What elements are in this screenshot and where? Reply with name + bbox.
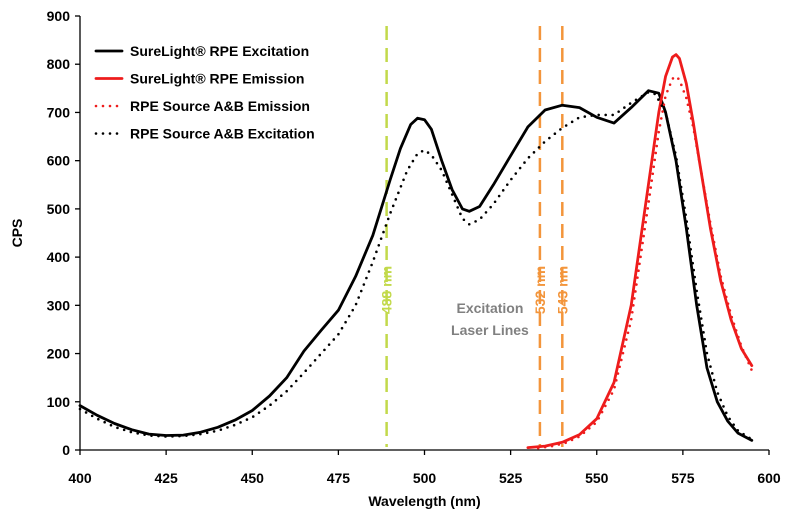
series-line-2 xyxy=(536,75,754,450)
laser-line-label: 488 nm xyxy=(379,266,395,314)
legend-label: SureLight® RPE Emission xyxy=(130,71,304,87)
y-tick-label: 300 xyxy=(47,297,71,313)
y-tick-label: 700 xyxy=(47,104,71,120)
laser-line-label: 532 nm xyxy=(532,266,548,314)
x-tick-label: 525 xyxy=(499,470,523,486)
x-tick-label: 550 xyxy=(585,470,609,486)
legend-label: RPE Source A&B Emission xyxy=(130,98,310,114)
x-tick-label: 500 xyxy=(413,470,437,486)
y-tick-label: 800 xyxy=(47,56,71,72)
y-tick-label: 900 xyxy=(47,8,71,24)
y-tick-label: 0 xyxy=(62,442,70,458)
laser-line-label: 543 nm xyxy=(554,266,570,314)
y-tick-label: 600 xyxy=(47,153,71,169)
x-axis-title: Wavelength (nm) xyxy=(368,493,480,509)
y-axis-title: CPS xyxy=(9,219,25,248)
annotation-text: Laser Lines xyxy=(451,322,529,338)
x-tick-label: 450 xyxy=(241,470,265,486)
series-line-3 xyxy=(78,90,754,441)
y-tick-label: 500 xyxy=(47,201,71,217)
series-line-0 xyxy=(78,89,754,442)
legend-label: RPE Source A&B Excitation xyxy=(130,126,315,142)
x-tick-label: 425 xyxy=(154,470,178,486)
y-tick-label: 200 xyxy=(47,346,71,362)
x-tick-label: 600 xyxy=(757,470,781,486)
annotation-text: Excitation xyxy=(457,300,524,316)
x-tick-label: 400 xyxy=(68,470,92,486)
x-tick-label: 475 xyxy=(327,470,351,486)
y-tick-label: 400 xyxy=(47,249,71,265)
y-tick-label: 100 xyxy=(47,394,71,410)
legend-label: SureLight® RPE Excitation xyxy=(130,43,309,59)
x-tick-label: 575 xyxy=(671,470,695,486)
